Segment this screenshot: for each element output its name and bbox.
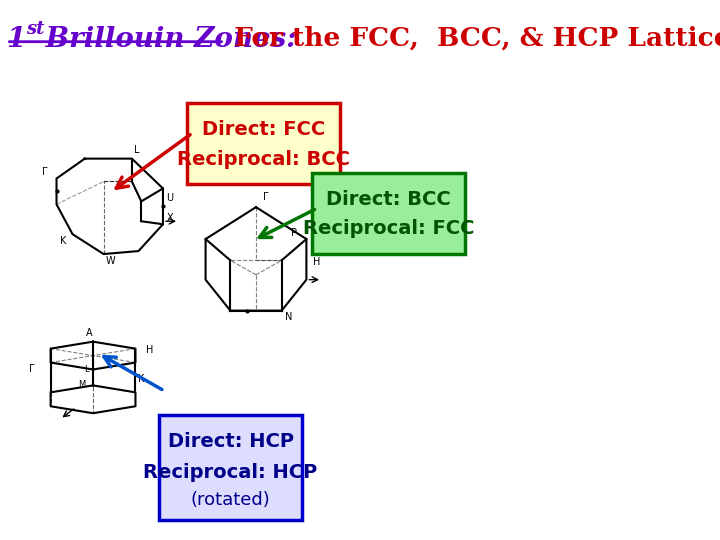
Text: st: st xyxy=(26,20,45,38)
Text: Brillouin Zones:: Brillouin Zones: xyxy=(36,25,297,52)
Text: Γ: Γ xyxy=(42,166,47,177)
Text: U: U xyxy=(166,193,173,204)
Text: H: H xyxy=(145,345,153,355)
Text: W: W xyxy=(105,256,115,266)
Text: Direct: HCP: Direct: HCP xyxy=(168,431,294,450)
Text: Reciprocal: FCC: Reciprocal: FCC xyxy=(302,219,474,239)
Text: 1: 1 xyxy=(6,25,26,52)
Text: (rotated): (rotated) xyxy=(191,491,271,509)
Text: Reciprocal: HCP: Reciprocal: HCP xyxy=(143,463,318,482)
FancyBboxPatch shape xyxy=(312,173,465,254)
Text: M: M xyxy=(78,380,85,389)
Text: L: L xyxy=(134,145,140,154)
FancyBboxPatch shape xyxy=(159,415,302,520)
Text: K: K xyxy=(60,236,66,246)
Text: P: P xyxy=(291,228,297,238)
Text: Reciprocal: BCC: Reciprocal: BCC xyxy=(177,150,350,168)
Text: Γ: Γ xyxy=(264,192,269,202)
Text: K: K xyxy=(138,374,145,384)
Text: Direct: FCC: Direct: FCC xyxy=(202,120,325,139)
Text: A: A xyxy=(86,328,92,338)
Text: For the FCC,  BCC, & HCP Lattices: For the FCC, BCC, & HCP Lattices xyxy=(225,25,720,51)
FancyBboxPatch shape xyxy=(187,104,340,184)
Text: Γ: Γ xyxy=(29,364,35,374)
Text: N: N xyxy=(285,312,293,322)
Text: H: H xyxy=(312,257,320,267)
Text: Direct: BCC: Direct: BCC xyxy=(326,190,451,209)
Text: L: L xyxy=(84,366,89,374)
Text: X: X xyxy=(166,213,173,223)
